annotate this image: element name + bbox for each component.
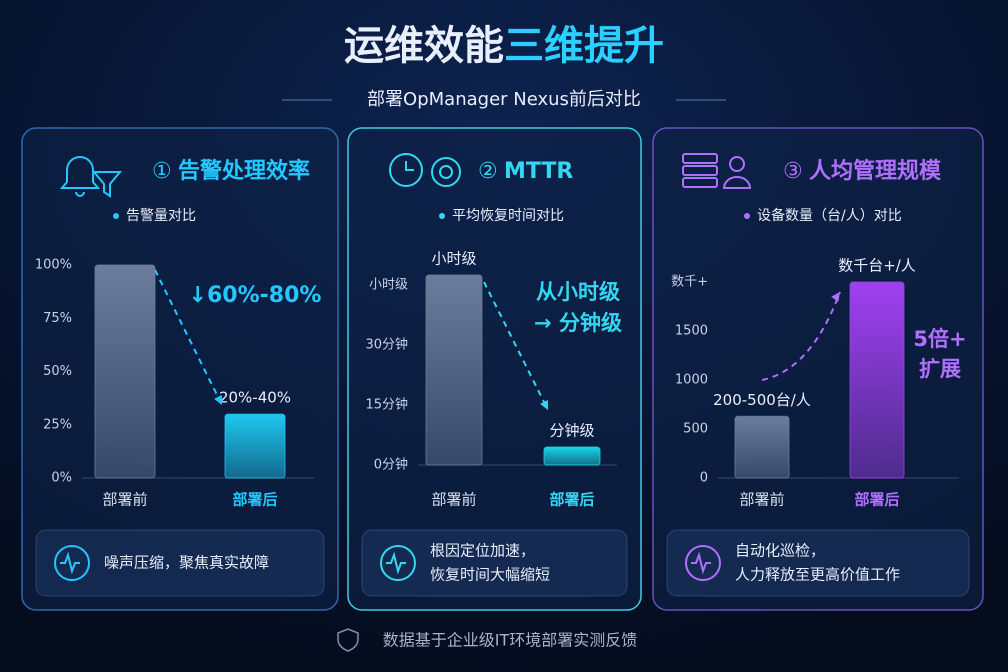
note-icon-glyph xyxy=(386,551,406,575)
x-tick-label: 部署前 xyxy=(431,491,476,509)
annotation: 扩展 xyxy=(919,357,961,381)
value-label: 小时级 xyxy=(431,250,476,268)
chart-title: 告警处理效率 xyxy=(178,158,310,184)
note-text: 根因定位加速， xyxy=(430,542,535,560)
clock-icon xyxy=(389,153,423,187)
note-icon-glyph xyxy=(60,551,80,575)
filter-icon xyxy=(91,171,123,198)
annotation-arrow xyxy=(483,281,549,411)
chart-subtitle: 平均恢复时间对比 xyxy=(452,207,564,224)
panel xyxy=(347,127,642,611)
value-label: 数千台+/人 xyxy=(838,257,916,275)
y-tick-label: 小时级 xyxy=(369,278,408,293)
note-text: 自动化巡检， xyxy=(735,542,825,560)
server-icon xyxy=(682,153,718,164)
target-inner xyxy=(439,165,453,179)
arrow-head xyxy=(540,400,548,410)
note-text: 噪声压缩，聚焦真实故障 xyxy=(104,554,269,572)
y-tick-label: 500 xyxy=(683,422,708,437)
x-tick-label: 部署前 xyxy=(739,491,784,509)
y-tick-label: 15分钟 xyxy=(365,397,408,413)
chart-title: 人均管理规模 xyxy=(809,158,942,184)
value-label: 20%-40% xyxy=(219,389,291,407)
annotation: → 分钟级 xyxy=(534,311,622,335)
subtitle-dot xyxy=(439,213,445,219)
annotation-arrow xyxy=(154,269,223,406)
y-tick-label: 30分钟 xyxy=(365,337,408,353)
y-tick-label: 50% xyxy=(43,364,72,379)
x-tick-label: 部署后 xyxy=(232,491,277,509)
footer: 数据基于企业级IT环境部署实测反馈 xyxy=(383,631,638,650)
arrow-head xyxy=(214,395,222,405)
note-icon xyxy=(54,545,90,581)
target-icon xyxy=(431,157,461,187)
bar xyxy=(734,415,790,479)
panel xyxy=(21,127,339,611)
annotation-arrow xyxy=(761,291,841,381)
subtitle-dot xyxy=(113,213,119,219)
chart-index: ① xyxy=(152,159,172,184)
annotation: 从小时级 xyxy=(536,280,620,304)
y-tick-label: 1500 xyxy=(675,324,708,339)
page-title: 运维效能三维提升 xyxy=(344,23,664,69)
bar xyxy=(224,413,286,479)
title-highlight: 三维提升 xyxy=(504,23,664,69)
chart-index: ② xyxy=(478,159,498,184)
note-box xyxy=(666,529,970,597)
x-tick-label: 部署后 xyxy=(549,491,594,509)
clock-hands xyxy=(405,161,414,171)
bar xyxy=(849,281,905,479)
value-label: 分钟级 xyxy=(549,422,594,440)
server-icon xyxy=(682,177,718,188)
y-tick-label: 0 xyxy=(700,471,708,486)
title-main: 运维效能 xyxy=(344,23,504,69)
arrow-head xyxy=(831,292,840,302)
note-icon-glyph xyxy=(691,551,711,575)
chart-index: ③ xyxy=(783,159,803,184)
annotation: ↓60%-80% xyxy=(189,283,322,308)
note-text: 人力释放至更高价值工作 xyxy=(735,566,900,584)
bar xyxy=(425,274,483,466)
user-head xyxy=(729,156,745,172)
chart-subtitle: 设备数量（台/人）对比 xyxy=(757,207,902,224)
y-tick-label: 0% xyxy=(51,471,72,486)
panel xyxy=(652,127,984,611)
y-tick-label: 0分钟 xyxy=(374,457,408,473)
y-tick-label: 1000 xyxy=(675,373,708,388)
x-tick-label: 部署前 xyxy=(102,491,147,509)
shield-icon xyxy=(337,628,359,652)
bar xyxy=(543,446,601,466)
annotation: 5倍+ xyxy=(913,327,966,351)
note-icon xyxy=(685,545,721,581)
y-tick-label: 100% xyxy=(35,258,72,273)
y-tick-label: 25% xyxy=(43,417,72,432)
server-icon xyxy=(682,165,718,176)
note-icon xyxy=(380,545,416,581)
bar xyxy=(94,264,156,479)
chart-subtitle: 告警量对比 xyxy=(126,208,196,224)
y-tick-label: 75% xyxy=(43,311,72,326)
note-text: 恢复时间大幅缩短 xyxy=(430,566,550,584)
chart-title: MTTR xyxy=(504,159,573,184)
note-box xyxy=(361,529,628,597)
page-subtitle: 部署OpManager Nexus前后对比 xyxy=(367,89,641,110)
user-body xyxy=(722,176,752,189)
note-box xyxy=(35,529,325,597)
value-label: 200-500台/人 xyxy=(713,391,811,409)
bell-icon xyxy=(59,156,101,197)
x-tick-label: 部署后 xyxy=(854,491,899,509)
subtitle-dot xyxy=(744,213,750,219)
y-tick-label: 数千+ xyxy=(671,275,708,290)
